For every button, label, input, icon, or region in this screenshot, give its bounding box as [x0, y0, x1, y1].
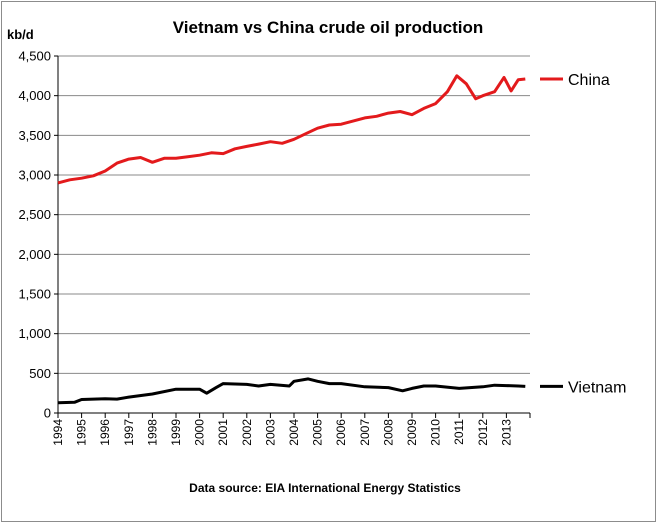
y-tick-label: 1,000 — [18, 326, 51, 341]
x-tick-label: 2001 — [216, 419, 230, 446]
y-tick-labels: 0 500 1,000 1,500 2,000 2,500 3,000 3,500 4,000 4… — [18, 49, 51, 421]
y-tick-label: 0 — [44, 406, 51, 421]
y-tick-label: 4,500 — [18, 49, 51, 64]
x-tick-label: 2007 — [358, 419, 372, 446]
x-tick-label: 2006 — [334, 419, 348, 446]
series-lines — [57, 74, 526, 405]
x-tick-label: 2004 — [287, 419, 301, 446]
y-tick-label: 2,000 — [18, 247, 51, 262]
y-tick-label: 1,500 — [18, 287, 51, 302]
y-tick-label: 500 — [29, 366, 51, 381]
x-tick-label: 2003 — [263, 419, 277, 446]
chart-title: Vietnam vs China crude oil production — [173, 18, 483, 37]
x-tick-label: 2000 — [193, 419, 207, 446]
series-line-china — [57, 74, 526, 185]
x-tick-label: 2012 — [476, 419, 490, 446]
x-tick-label: 2011 — [452, 419, 466, 445]
y-tick-label: 3,000 — [18, 168, 51, 183]
y-tick-label: 3,500 — [18, 128, 51, 143]
x-tick-label: 2008 — [381, 419, 395, 446]
series-line-vietnam — [57, 377, 526, 405]
x-tick-label: 1997 — [122, 419, 136, 446]
data-source-note: Data source: EIA International Energy St… — [189, 481, 461, 495]
x-tick-label: 2013 — [499, 419, 513, 446]
legend-label-vietnam: Vietnam — [568, 379, 626, 396]
legend-label-china: China — [568, 72, 610, 89]
x-tick-label: 1996 — [98, 419, 112, 446]
y-tick-label: 4,000 — [18, 88, 51, 103]
x-tick-label: 2009 — [405, 419, 419, 446]
axes — [54, 55, 531, 418]
x-tick-label: 2005 — [311, 419, 325, 446]
gridlines — [58, 55, 530, 374]
x-tick-labels: 1994 1995 1996 1997 1998 1999 2000 2001 2002 2003… — [51, 419, 513, 446]
y-axis-unit: kb/d — [7, 27, 34, 42]
x-tick-label: 1995 — [75, 419, 89, 446]
x-tick-label: 1998 — [145, 419, 159, 446]
x-tick-label: 1999 — [169, 419, 183, 446]
legend: China Vietnam — [540, 72, 626, 396]
x-tick-label: 2002 — [240, 419, 254, 446]
y-tick-label: 2,500 — [18, 207, 51, 222]
x-tick-label: 1994 — [51, 419, 65, 446]
x-tick-label: 2010 — [429, 419, 443, 446]
